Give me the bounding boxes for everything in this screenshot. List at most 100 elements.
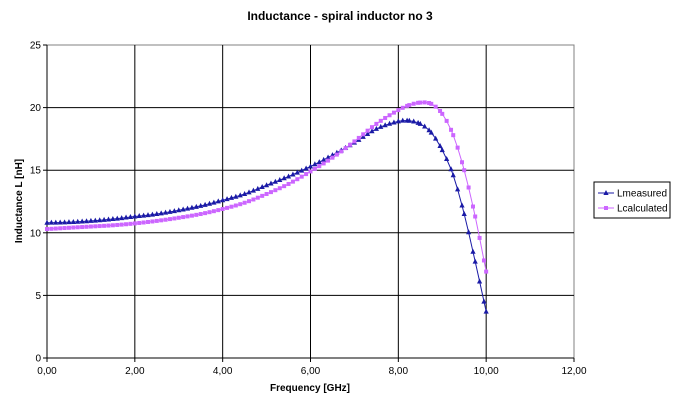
data-point — [286, 181, 291, 186]
data-point — [308, 169, 313, 174]
data-point — [321, 161, 326, 166]
data-point — [66, 219, 72, 225]
data-point — [437, 143, 443, 149]
data-point — [428, 129, 434, 135]
data-point — [228, 194, 235, 200]
data-point — [395, 118, 401, 124]
data-point — [83, 218, 90, 224]
data-point — [61, 219, 68, 225]
data-point — [167, 217, 172, 222]
data-point — [220, 207, 225, 212]
data-point — [391, 110, 396, 115]
data-point — [294, 169, 300, 175]
data-point — [211, 199, 217, 205]
data-point — [220, 197, 226, 203]
data-point — [405, 103, 410, 108]
data-point — [260, 193, 265, 198]
data-point — [251, 197, 256, 202]
data-point — [373, 125, 379, 131]
data-point — [374, 121, 379, 126]
data-point — [277, 186, 282, 191]
data-point — [53, 219, 59, 225]
data-point — [105, 216, 112, 222]
x-tick-label: 10,00 — [474, 366, 499, 377]
data-point — [176, 207, 182, 213]
data-point — [206, 200, 213, 206]
y-tick-label: 10 — [30, 228, 42, 239]
data-point — [246, 189, 252, 195]
data-point — [477, 235, 482, 240]
data-point — [476, 278, 483, 284]
data-point — [422, 100, 427, 105]
data-point — [146, 219, 151, 224]
data-point — [277, 177, 283, 183]
data-point — [115, 222, 120, 227]
data-point — [110, 223, 115, 228]
data-point — [334, 152, 339, 157]
data-point — [290, 179, 295, 184]
data-point — [461, 211, 467, 217]
data-point — [470, 248, 476, 254]
data-point — [88, 224, 93, 229]
data-point — [163, 217, 168, 222]
data-point — [295, 177, 300, 182]
data-point — [312, 166, 317, 171]
data-point — [53, 226, 58, 231]
data-point — [75, 218, 81, 224]
data-point — [171, 208, 177, 214]
data-point — [158, 210, 164, 216]
data-point — [141, 212, 147, 218]
x-tick-label: 8,00 — [389, 366, 409, 377]
data-point — [439, 147, 445, 153]
data-point — [203, 211, 208, 216]
data-point — [451, 133, 456, 138]
data-point — [429, 101, 434, 106]
data-point — [255, 185, 261, 191]
data-point — [110, 216, 116, 222]
data-point — [194, 212, 199, 217]
data-point — [263, 182, 270, 188]
data-point — [233, 193, 239, 199]
data-point — [162, 209, 169, 215]
data-point — [427, 100, 432, 105]
data-point — [172, 216, 177, 221]
data-point — [304, 172, 309, 177]
data-point — [325, 154, 331, 160]
data-point — [282, 184, 287, 189]
y-tick-label: 20 — [30, 103, 42, 114]
data-series — [44, 100, 489, 314]
data-point — [216, 208, 221, 213]
data-point — [433, 135, 439, 141]
data-point — [141, 220, 146, 225]
data-point — [264, 191, 269, 196]
data-point — [330, 155, 335, 160]
y-tick-label: 25 — [30, 41, 42, 52]
legend-marker — [604, 206, 608, 210]
data-point — [137, 220, 142, 225]
legend-item: Lcalculated — [598, 204, 668, 215]
data-point — [299, 167, 305, 173]
data-point — [44, 219, 50, 225]
data-point — [71, 225, 76, 230]
data-point — [299, 174, 304, 179]
data-point — [238, 202, 243, 207]
data-point — [317, 164, 322, 169]
data-point — [211, 209, 216, 214]
data-point — [242, 200, 247, 205]
data-point — [159, 218, 164, 223]
data-point — [481, 258, 486, 263]
data-point — [406, 117, 412, 123]
data-point — [307, 163, 314, 169]
data-point — [207, 210, 212, 215]
data-point — [119, 215, 125, 221]
data-point — [224, 196, 230, 202]
data-point — [455, 186, 461, 192]
data-point — [484, 269, 489, 274]
data-point — [75, 225, 80, 230]
x-tick-label: 4,00 — [213, 366, 233, 377]
data-point — [93, 224, 98, 229]
data-point — [49, 226, 54, 231]
data-point — [417, 120, 423, 126]
data-point — [411, 101, 416, 106]
